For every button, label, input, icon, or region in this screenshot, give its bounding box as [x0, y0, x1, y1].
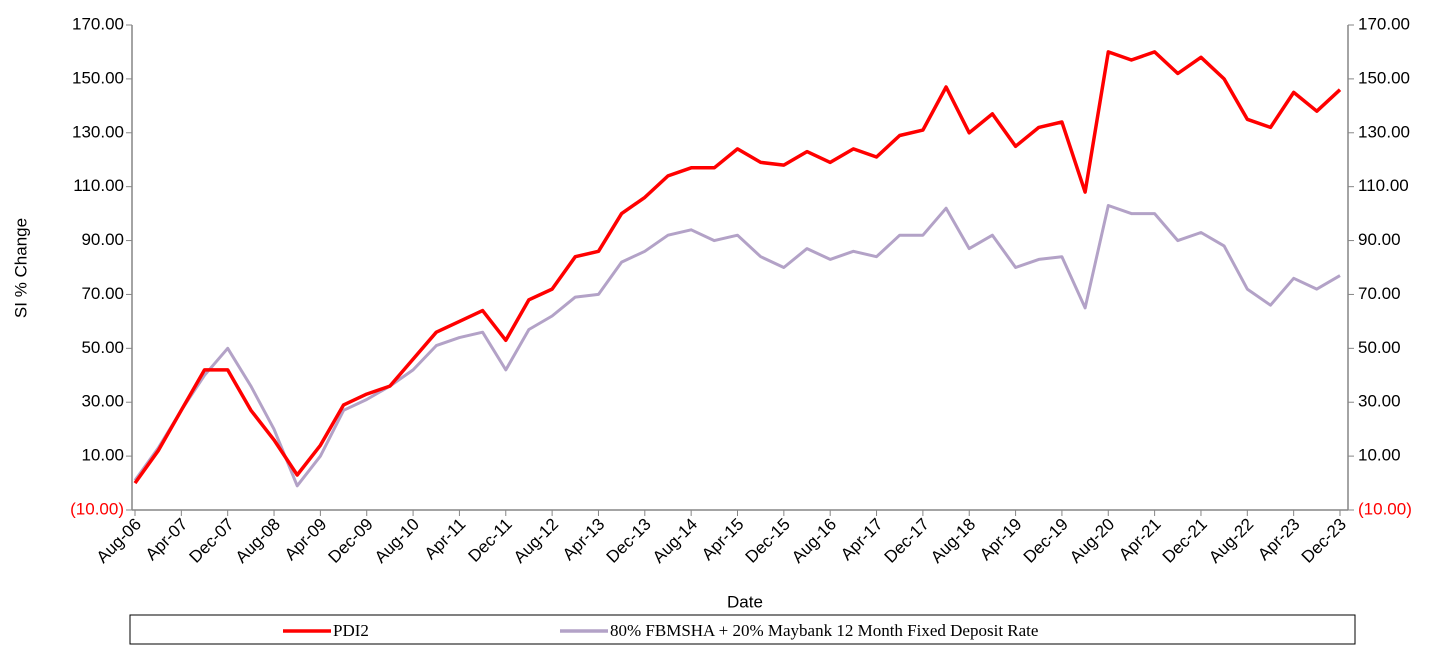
x-tick-label: Aug-18 [927, 515, 979, 567]
x-tick-label: Dec-23 [1298, 515, 1350, 567]
x-tick-label: Aug-20 [1066, 515, 1118, 567]
legend-label: PDI2 [333, 621, 369, 640]
x-tick-label: Dec-19 [1020, 515, 1072, 567]
y-tick-label: 30.00 [81, 392, 124, 411]
x-tick-label: Aug-10 [371, 515, 423, 567]
y2-tick-label: 150.00 [1358, 68, 1410, 87]
x-tick-label: Apr-21 [1115, 515, 1165, 565]
x-tick-label: Apr-11 [421, 515, 470, 564]
x-tick-label: Dec-09 [325, 515, 377, 567]
x-tick-label: Dec-15 [742, 515, 794, 567]
y-tick-label: 70.00 [81, 284, 124, 303]
x-tick-label: Dec-21 [1159, 515, 1211, 567]
y-tick-label: 150.00 [72, 68, 124, 87]
y-axis-label: SI % Change [11, 218, 30, 318]
y-tick-label: 90.00 [81, 230, 124, 249]
y2-tick-label: 70.00 [1358, 284, 1401, 303]
y2-tick-label: 110.00 [1358, 176, 1409, 195]
x-tick-label: Apr-19 [976, 515, 1026, 565]
x-tick-label: Dec-11 [464, 515, 515, 566]
y2-tick-label: 50.00 [1358, 338, 1401, 357]
y-tick-label: 110.00 [73, 176, 124, 195]
y-tick-label: (10.00) [70, 499, 124, 518]
x-tick-label: Dec-07 [185, 515, 237, 567]
x-tick-label: Apr-15 [698, 515, 748, 565]
x-tick-label: Dec-17 [881, 515, 933, 567]
x-tick-label: Aug-08 [232, 515, 284, 567]
y2-tick-label: (10.00) [1358, 499, 1412, 518]
legend-box [129, 614, 1356, 645]
y2-tick-label: 130.00 [1358, 122, 1410, 141]
x-tick-label: Apr-13 [559, 515, 609, 565]
y2-tick-label: 10.00 [1358, 446, 1401, 465]
x-axis-label: Date [727, 592, 763, 611]
legend-label: 80% FBMSHA + 20% Maybank 12 Month Fixed … [610, 621, 1038, 640]
x-tick-label: Dec-13 [603, 515, 655, 567]
y-tick-label: 10.00 [81, 446, 124, 465]
y-tick-label: 130.00 [72, 122, 124, 141]
y-tick-label: 50.00 [81, 338, 124, 357]
x-tick-label: Apr-07 [142, 515, 192, 565]
y2-tick-label: 170.00 [1358, 14, 1410, 33]
series-line [133, 204, 1341, 488]
y-tick-label: 170.00 [72, 14, 124, 33]
x-tick-label: Aug-16 [788, 515, 840, 567]
x-tick-label: Aug-12 [510, 515, 562, 567]
x-tick-label: Apr-23 [1254, 515, 1304, 565]
series-line [133, 50, 1342, 485]
y2-tick-label: 30.00 [1358, 392, 1401, 411]
x-tick-label: Aug-22 [1205, 515, 1257, 567]
y2-tick-label: 90.00 [1358, 230, 1401, 249]
x-tick-label: Aug-06 [93, 515, 145, 567]
x-tick-label: Apr-17 [837, 515, 887, 565]
x-tick-label: Apr-09 [281, 515, 331, 565]
x-tick-label: Aug-14 [649, 515, 701, 567]
